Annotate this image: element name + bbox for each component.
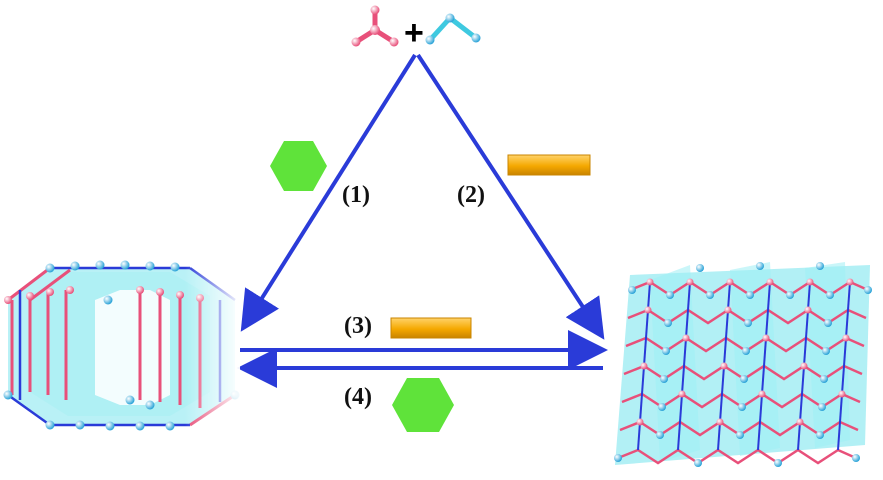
- hexagon-template-route-4: [392, 378, 454, 432]
- arrow-route-1: [240, 53, 417, 332]
- bar-template-route-2: [507, 154, 591, 176]
- route-arrows: [237, 53, 608, 388]
- cyan-bent-linker-icon: [425, 13, 481, 45]
- hexagonal-tube-framework-icon: [3, 260, 240, 435]
- plus-sign: +: [404, 14, 424, 52]
- bar-template-route-3: [390, 317, 472, 339]
- pink-tripodal-linker-icon: [351, 5, 399, 47]
- hexagon-template-route-1: [270, 141, 327, 191]
- route-label-2: (2): [457, 182, 485, 208]
- route-label-4: (4): [344, 384, 372, 410]
- arrow-route-2: [416, 53, 605, 340]
- route-label-3: (3): [344, 313, 372, 339]
- route-label-1: (1): [342, 182, 370, 208]
- wavy-layer-framework-icon: [614, 262, 872, 467]
